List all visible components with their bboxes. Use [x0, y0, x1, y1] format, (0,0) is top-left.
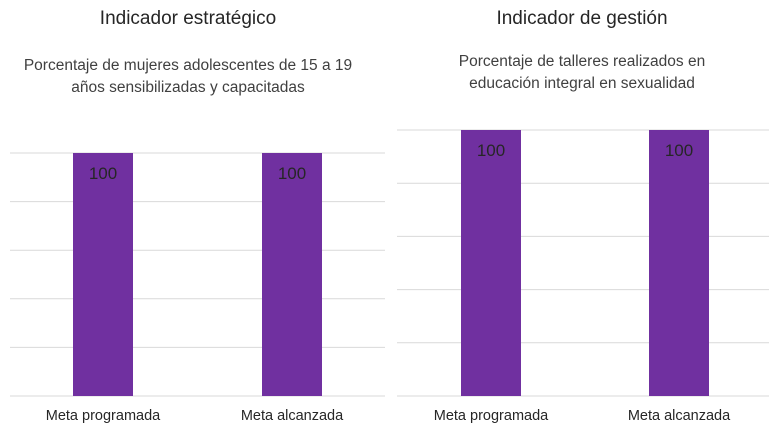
chart-subtitle: Porcentaje de mujeres adolescentes de 15…	[23, 57, 353, 96]
bar	[461, 130, 521, 396]
x-tick-label: Meta alcanzada	[241, 408, 344, 424]
bar	[649, 130, 709, 396]
data-label: 100	[477, 141, 505, 160]
chart-title: Indicador estratégico	[99, 8, 277, 29]
data-label: 100	[278, 164, 306, 183]
x-tick-label: Meta programada	[434, 408, 549, 424]
x-tick-label: Meta alcanzada	[628, 408, 731, 424]
chart-title: Indicador de gestión	[496, 8, 668, 29]
chart-subtitle: Porcentaje de talleres realizados en edu…	[458, 53, 706, 92]
x-tick-label: Meta programada	[46, 408, 161, 424]
bar	[73, 153, 133, 396]
data-label: 100	[89, 164, 117, 183]
data-label: 100	[665, 141, 693, 160]
bar	[262, 153, 322, 396]
